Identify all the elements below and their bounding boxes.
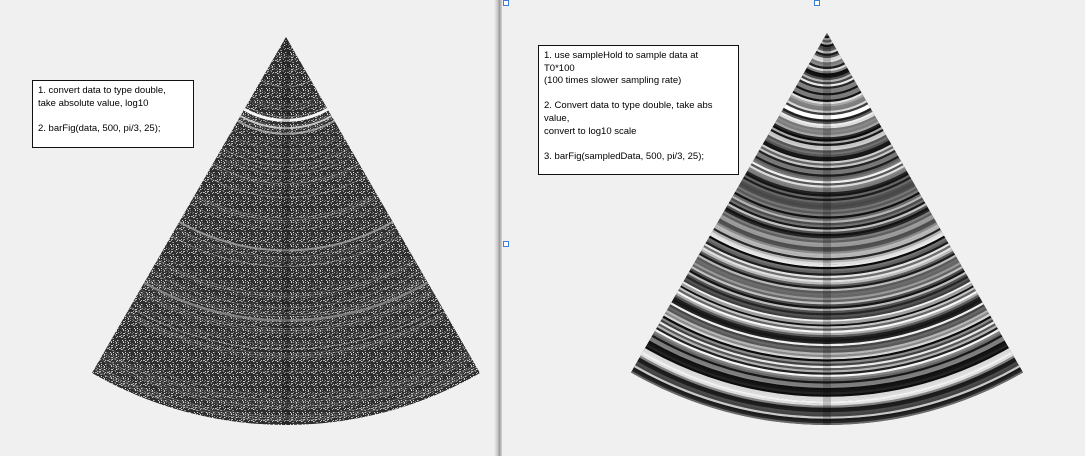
annotation-box-right[interactable]: 1. use sampleHold to sample data at T0*1… xyxy=(538,45,739,175)
annotation-line: 1. use sampleHold to sample data at xyxy=(544,50,699,61)
annotation-line: (100 times slower sampling rate) xyxy=(544,75,682,87)
annotation-line xyxy=(544,88,733,101)
selection-handle[interactable] xyxy=(503,241,509,247)
annotation-line: 2. Convert data to type double, take abs xyxy=(544,100,713,112)
annotation-line: take absolute value, log10 xyxy=(38,97,149,109)
sector-image-right[interactable] xyxy=(502,0,1085,456)
annotation-line: T0*100 xyxy=(544,62,575,74)
figure-right: 1. use sampleHold to sample data at T0*1… xyxy=(502,0,1085,456)
annotation-line: convert to log10 scale xyxy=(544,125,637,137)
annotation-line xyxy=(544,138,733,151)
annotation-line: 3. barFig(sampledData, 500, pi/3, 25); xyxy=(544,150,705,162)
pane-divider[interactable] xyxy=(494,0,504,456)
annotation-line: value, xyxy=(544,112,570,124)
selection-handle[interactable] xyxy=(814,0,820,6)
annotation-line xyxy=(38,110,188,123)
annotation-line: 1. convert data to type double, xyxy=(38,85,166,96)
selection-handle[interactable] xyxy=(503,0,509,6)
sector-image-left[interactable] xyxy=(0,0,498,456)
sector-bands xyxy=(92,37,480,425)
figure-left: 1. convert data to type double, take abs… xyxy=(0,0,498,456)
annotation-line: 2. barFig(data, 500, pi/3, 25); xyxy=(38,122,161,134)
annotation-box-left[interactable]: 1. convert data to type double, take abs… xyxy=(32,80,194,148)
